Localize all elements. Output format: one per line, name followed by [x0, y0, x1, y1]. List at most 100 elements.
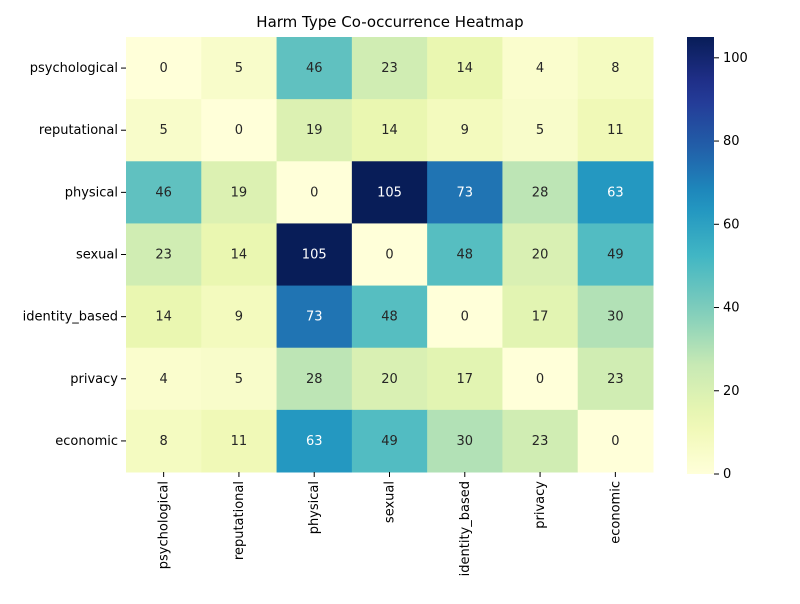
y-tick-label: identity_based	[23, 310, 118, 325]
colorbar-gradient	[687, 37, 714, 474]
cell-value-label: 17	[532, 310, 549, 325]
cell-value-label: 28	[306, 372, 323, 387]
heatmap-cell	[276, 223, 353, 287]
cell-value-label: 0	[310, 185, 318, 200]
x-tick-label: sexual	[383, 481, 398, 523]
cell-value-label: 30	[607, 310, 624, 325]
colorbar-tick-label: 40	[723, 301, 740, 316]
heatmap-cell	[351, 347, 428, 411]
cell-value-label: 49	[607, 248, 624, 263]
heatmap-cell	[126, 223, 202, 287]
cell-value-label: 9	[235, 310, 243, 325]
heatmap-cell	[276, 285, 353, 349]
heatmap-cell	[201, 37, 278, 100]
cell-value-label: 5	[160, 123, 168, 138]
heatmap-cell	[276, 347, 353, 411]
heatmap-cell	[427, 99, 503, 162]
x-tick-label: reputational	[232, 481, 247, 560]
cell-value-label: 23	[532, 434, 549, 449]
colorbar-tick-label: 0	[723, 467, 731, 482]
heatmap-cell	[427, 347, 503, 411]
cell-value-label: 20	[381, 372, 398, 387]
heatmap-cell	[577, 37, 654, 100]
heatmap-cell	[276, 37, 353, 100]
heatmap-cell	[351, 161, 428, 224]
cell-value-label: 0	[160, 61, 168, 76]
cell-value-label: 20	[532, 248, 549, 263]
cell-value-label: 23	[607, 372, 624, 387]
cell-value-label: 73	[457, 185, 474, 200]
heatmap-cell	[201, 409, 278, 473]
cell-value-label: 0	[611, 434, 619, 449]
cell-value-label: 5	[235, 372, 243, 387]
cell-value-label: 4	[160, 372, 168, 387]
heatmap-cell	[351, 223, 428, 287]
heatmap-cell	[577, 347, 654, 411]
heatmap-cell	[502, 409, 579, 473]
heatmap-cell	[126, 409, 202, 473]
y-tick-label: reputational	[39, 123, 118, 138]
cell-value-label: 8	[160, 434, 168, 449]
x-tick-label: identity_based	[458, 481, 473, 576]
heatmap-cell	[126, 37, 202, 100]
y-tick-label: psychological	[30, 61, 118, 76]
cell-value-label: 48	[381, 310, 398, 325]
y-tick-label: sexual	[76, 248, 118, 263]
heatmap-cell	[351, 409, 428, 473]
heatmap-cell	[427, 161, 503, 224]
heatmap-cell	[201, 223, 278, 287]
cell-value-label: 8	[611, 61, 619, 76]
heatmap-cell	[276, 99, 353, 162]
colorbar: 0 20 40 60 80 100	[687, 37, 748, 482]
heatmap-cell	[201, 347, 278, 411]
cell-value-label: 49	[381, 434, 398, 449]
heatmap-cell	[351, 37, 428, 100]
cell-value-label: 14	[381, 123, 398, 138]
cell-value-label: 63	[306, 434, 323, 449]
cell-value-label: 4	[536, 61, 544, 76]
heatmap-cell	[351, 285, 428, 349]
cell-value-label: 19	[306, 123, 323, 138]
heatmap-cell	[126, 285, 202, 349]
cell-value-label: 105	[302, 248, 327, 263]
colorbar-tick-label: 20	[723, 384, 740, 399]
heatmap-cell	[351, 99, 428, 162]
cell-value-label: 73	[306, 310, 323, 325]
cell-value-label: 46	[155, 185, 172, 200]
cell-value-label: 0	[461, 310, 469, 325]
cell-value-label: 46	[306, 61, 323, 76]
colorbar-tick-label: 100	[723, 51, 748, 66]
heatmap-cell	[502, 285, 579, 349]
heatmap-cell	[201, 99, 278, 162]
heatmap-cell	[577, 223, 654, 287]
cell-value-label: 11	[607, 123, 624, 138]
heatmap-cell	[577, 99, 654, 162]
heatmap-cell	[502, 161, 579, 224]
cell-value-label: 30	[457, 434, 474, 449]
cell-value-label: 17	[457, 372, 474, 387]
cell-value-label: 105	[377, 185, 402, 200]
heatmap-cell	[502, 99, 579, 162]
heatmap-cell	[427, 37, 503, 100]
heatmap-cell	[126, 161, 202, 224]
heatmap-cell	[276, 409, 353, 473]
heatmap-cells	[126, 37, 654, 473]
cell-value-label: 48	[457, 248, 474, 263]
cell-value-label: 5	[235, 61, 243, 76]
y-axis-ticks: psychological reputational physical sexual i…	[23, 61, 126, 449]
heatmap-cell	[577, 285, 654, 349]
heatmap-cell	[201, 285, 278, 349]
heatmap-cell	[502, 347, 579, 411]
cell-value-label: 9	[461, 123, 469, 138]
x-axis-ticks: psychological reputational physical sexual i…	[157, 472, 623, 576]
heatmap-cell	[427, 285, 503, 349]
y-tick-label: privacy	[70, 372, 118, 387]
colorbar-tick-label: 80	[723, 134, 740, 149]
cell-value-label: 14	[231, 248, 248, 263]
heatmap-cell	[126, 347, 202, 411]
cell-value-label: 0	[235, 123, 243, 138]
chart-title: Harm Type Co-occurrence Heatmap	[256, 13, 523, 31]
cell-value-label: 0	[385, 248, 393, 263]
